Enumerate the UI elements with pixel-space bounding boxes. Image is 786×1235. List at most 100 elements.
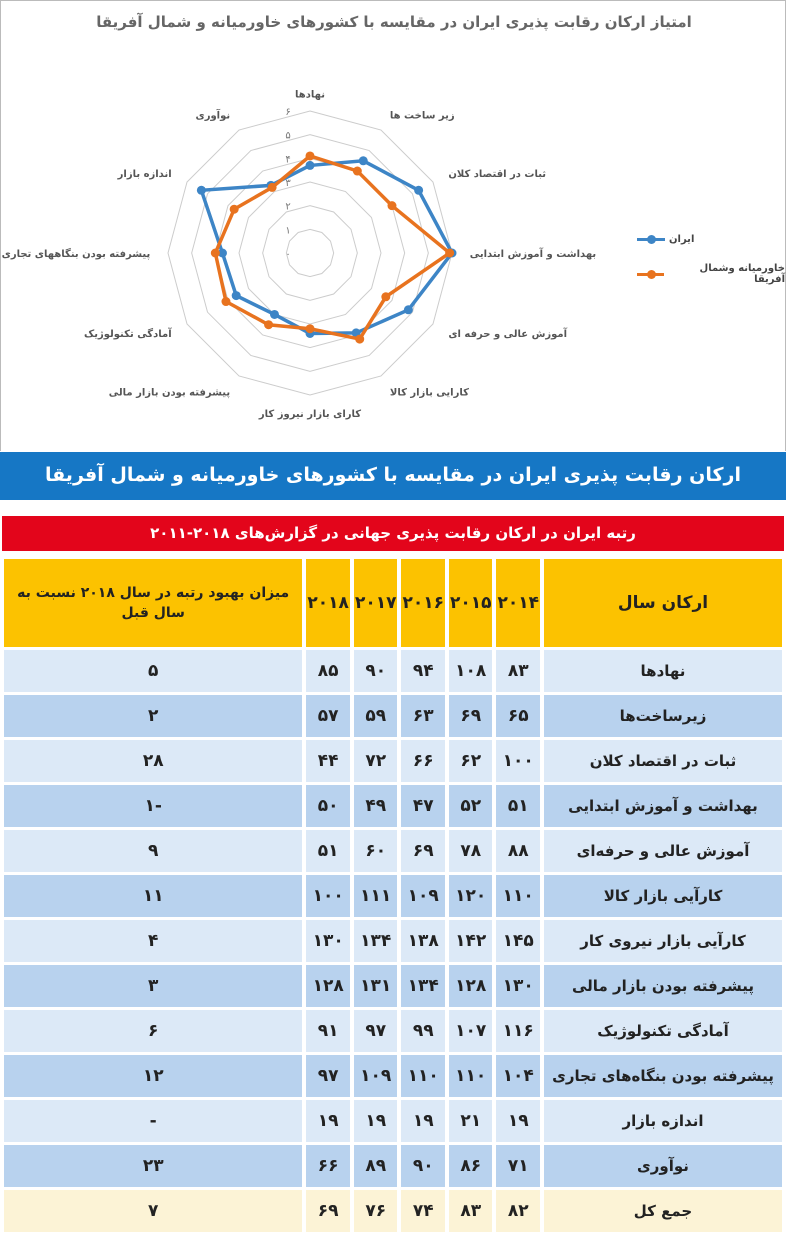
row-label: آموزش عالی و حرفه‌ای [544, 830, 782, 872]
data-point [229, 204, 239, 214]
cell: ۱۴۲ [448, 920, 493, 962]
cell: ۷۱ [496, 1145, 540, 1187]
cell: ۱۱۱ [353, 875, 398, 917]
table-row: کارآیی بازار نیروی کار ۱۴۵ ۱۴۲ ۱۳۸ ۱۳۴ ۱۳۰ ۴ [4, 920, 782, 962]
section-banner: ارکان رقابت پذیری ایران در مقایسه با کشو… [0, 452, 786, 500]
cell: ۸۳ [448, 1190, 493, 1232]
table-row: جمع کل ۸۲ ۸۳ ۷۴ ۷۶ ۶۹ ۷ [4, 1190, 782, 1232]
cell: ۴۹ [353, 785, 398, 827]
cell: ۹۹ [401, 1010, 445, 1052]
table-row: پیشرفته بودن بنگاه‌های تجاری ۱۰۴ ۱۱۰ ۱۱۰ ۱۰۹… [4, 1055, 782, 1097]
tick-label: ۰ [285, 249, 290, 260]
cell: ۸۳ [496, 650, 540, 692]
cell: ۱۰۰ [496, 740, 540, 782]
row-label: بهداشت و آموزش ابتدایی [544, 785, 782, 827]
cell: ۷ [4, 1190, 303, 1232]
tick-label: ۲ [285, 202, 290, 213]
cell: ۶۵ [496, 695, 540, 737]
cell: ۸۹ [353, 1145, 398, 1187]
row-label: نهادها [544, 650, 782, 692]
data-point [358, 156, 368, 166]
data-point [267, 182, 277, 192]
cell: ۹۰ [401, 1145, 445, 1187]
legend-swatch [637, 269, 665, 279]
column-header: ۲۰۱۴ [496, 559, 540, 647]
cell: ۴۴ [306, 740, 350, 782]
cell: ۸۶ [448, 1145, 493, 1187]
table-row: آموزش عالی و حرفه‌ای ۸۸ ۷۸ ۶۹ ۶۰ ۵۱ ۹ [4, 830, 782, 872]
data-point [231, 291, 241, 301]
row-label: ثبات در اقتصاد کلان [544, 740, 782, 782]
column-header: ۲۰۱۶ [401, 559, 445, 647]
cell: ۶۳ [401, 695, 445, 737]
data-point [210, 248, 220, 258]
table-title: رتبه ایران در ارکان رقابت پذیری جهانی در… [2, 516, 784, 551]
grid-ring [191, 134, 429, 372]
cell: ۲۸ [4, 740, 303, 782]
grid-ring [262, 205, 358, 301]
cell: ۸۵ [306, 650, 350, 692]
cell: ۱۲۸ [448, 965, 493, 1007]
legend-item-iran: ایران [637, 234, 694, 245]
column-header: ۲۰۱۷ [353, 559, 398, 647]
cell: ۶۲ [448, 740, 493, 782]
cell: ۲۱ [448, 1100, 493, 1142]
cell: ۵ [4, 650, 303, 692]
table-row: پیشرفته بودن بازار مالی ۱۳۰ ۱۲۸ ۱۳۴ ۱۳۱ ۱۲۸ ۳ [4, 965, 782, 1007]
cell: ۷۸ [448, 830, 493, 872]
data-point [387, 201, 397, 211]
table-row: اندازه بازار ۱۹ ۲۱ ۱۹ ۱۹ ۱۹- [4, 1100, 782, 1142]
axis-label: آمادگی تکنولوژیک [84, 327, 172, 340]
radar-chart-panel: امتیاز ارکان رقابت پذیری ایران در مقایسه… [0, 0, 786, 451]
cell: ۸۸ [496, 830, 540, 872]
cell: ۹۱ [306, 1010, 350, 1052]
cell: ۱۲ [4, 1055, 303, 1097]
cell: ۳ [4, 965, 303, 1007]
cell: ۹ [4, 830, 303, 872]
column-header: ۲۰۱۵ [448, 559, 493, 647]
grid-ring [167, 110, 453, 396]
cell: ۴۷ [401, 785, 445, 827]
row-label: زیرساخت‌ها [544, 695, 782, 737]
cell: - [4, 1100, 303, 1142]
cell: ۱۰۹ [353, 1055, 398, 1097]
legend-label: خاورمیانه وشمال آفریقا [699, 263, 785, 285]
row-label: نوآوری [544, 1145, 782, 1187]
tick-label: ۴ [285, 154, 290, 165]
cell: ۶۹ [306, 1190, 350, 1232]
row-label: اندازه بازار [544, 1100, 782, 1142]
data-point [264, 320, 274, 330]
cell: ۵۱ [306, 830, 350, 872]
cell: ۱۳۰ [496, 965, 540, 1007]
tick-label: ۶ [285, 107, 290, 118]
cell: ۱۱۶ [496, 1010, 540, 1052]
cell: ۹۰ [353, 650, 398, 692]
axis-label: آموزش عالی و حرفه ای [448, 327, 567, 340]
axis-label: نهادها [295, 89, 325, 100]
table-row: بهداشت و آموزش ابتدایی ۵۱ ۵۲ ۴۷ ۴۹ ۵۰ -۱ [4, 785, 782, 827]
cell: ۱۰۸ [448, 650, 493, 692]
axis-label: کارایی بازار کالا [390, 387, 469, 398]
cell: ۹۴ [401, 650, 445, 692]
row-label: پیشرفته بودن بنگاه‌های تجاری [544, 1055, 782, 1097]
axis-label: اندازه بازار [117, 169, 172, 180]
axis-label: نوآوری [196, 109, 231, 122]
data-point [403, 305, 413, 315]
cell: ۱۲۸ [306, 965, 350, 1007]
table-row: ثبات در اقتصاد کلان ۱۰۰ ۶۲ ۶۶ ۷۲ ۴۴ ۲۸ [4, 740, 782, 782]
rank-table: ارکان سال ۲۰۱۴ ۲۰۱۵ ۲۰۱۶ ۲۰۱۷ ۲۰۱۸ میزان بهبود… [0, 556, 786, 1235]
cell: ۷۲ [353, 740, 398, 782]
data-point [221, 297, 231, 307]
tick-label: ۱ [285, 225, 290, 236]
data-point [352, 166, 362, 176]
data-point [305, 324, 315, 334]
data-point [305, 151, 315, 161]
cell: ۱۱۰ [401, 1055, 445, 1097]
data-point [305, 160, 315, 170]
row-label: پیشرفته بودن بازار مالی [544, 965, 782, 1007]
cell: ۶۰ [353, 830, 398, 872]
axis-label: بهداشت و آموزش ابتدایی [470, 247, 596, 260]
table-row: کارآیی بازار کالا ۱۱۰ ۱۲۰ ۱۰۹ ۱۱۱ ۱۰۰ ۱۱ [4, 875, 782, 917]
axis-label: ثبات در اقتصاد کلان [448, 169, 546, 180]
grid-ring [238, 181, 382, 325]
